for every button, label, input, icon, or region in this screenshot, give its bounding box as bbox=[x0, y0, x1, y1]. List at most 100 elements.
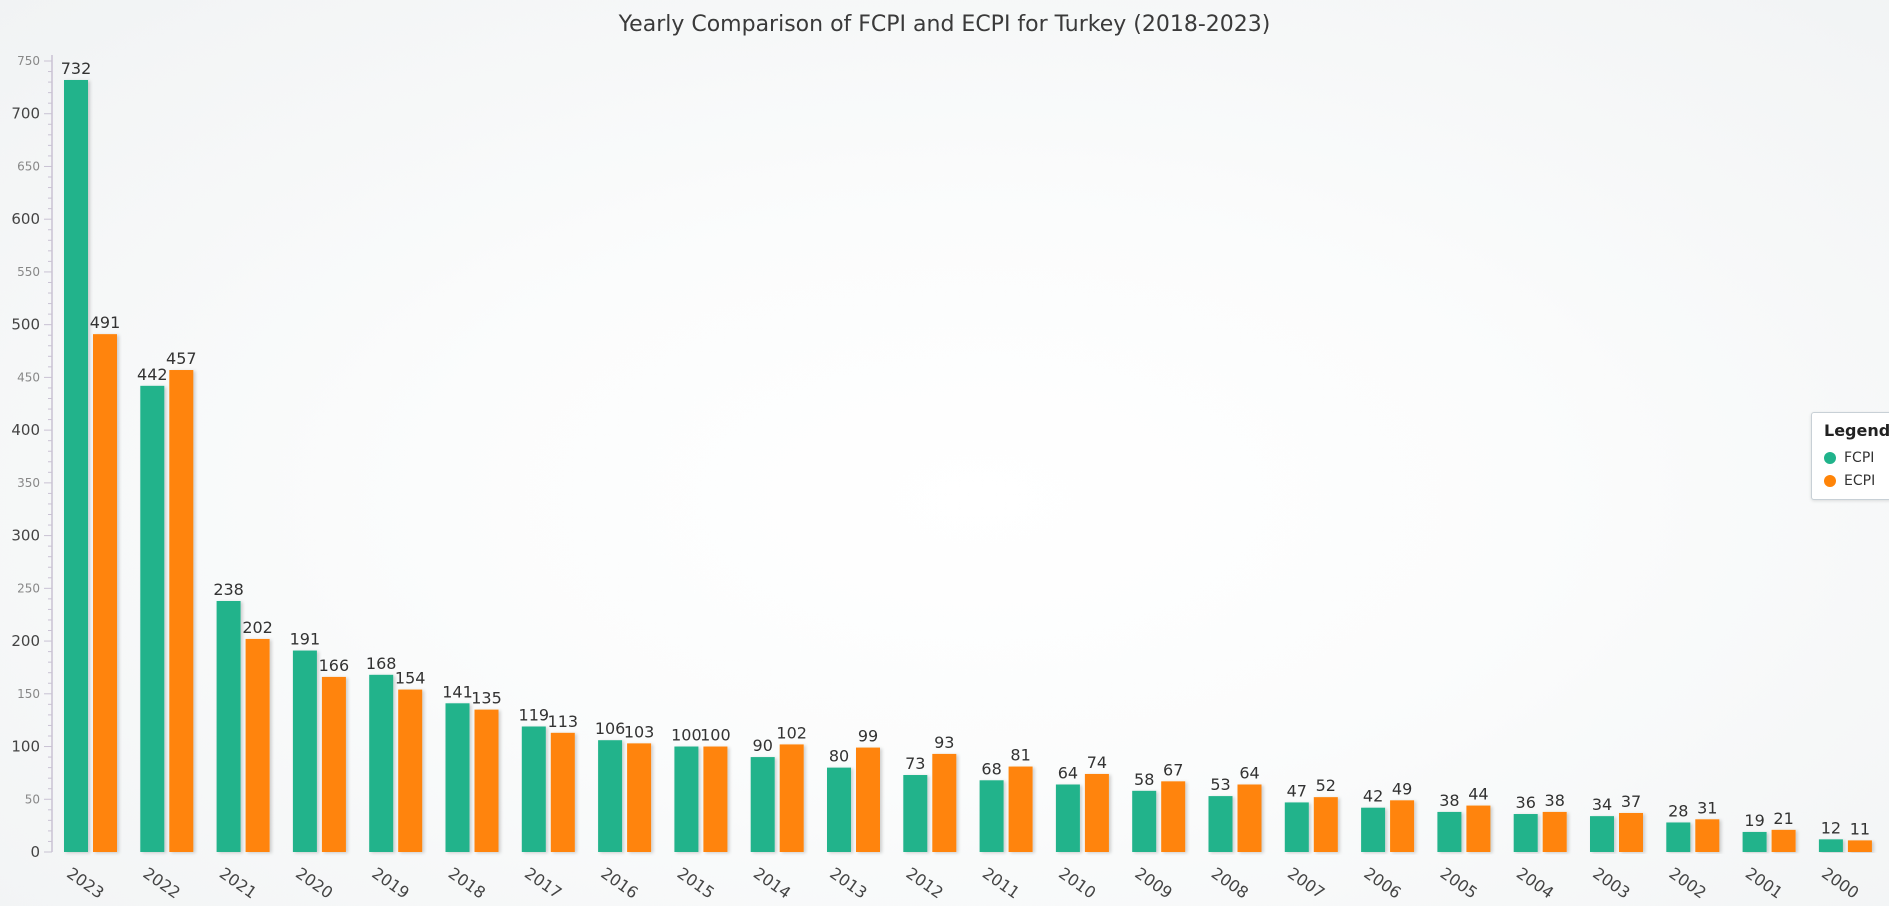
data-label-ecpi-2016: 103 bbox=[624, 722, 655, 741]
bar-ecpi-2005[interactable] bbox=[1466, 805, 1491, 852]
data-label-ecpi-2020: 166 bbox=[319, 656, 350, 675]
y-tick-label: 400 bbox=[11, 421, 40, 439]
bar-ecpi-2008[interactable] bbox=[1237, 784, 1262, 852]
bar-ecpi-2014[interactable] bbox=[779, 744, 804, 852]
bar-fcpi-2021[interactable] bbox=[216, 600, 241, 852]
legend-item-fcpi[interactable]: FCPI bbox=[1824, 446, 1889, 469]
bar-ecpi-2001[interactable] bbox=[1771, 829, 1796, 852]
bar-fcpi-2001[interactable] bbox=[1742, 831, 1767, 852]
bar-fcpi-2019[interactable] bbox=[369, 674, 394, 852]
legend-item-ecpi[interactable]: ECPI bbox=[1824, 469, 1889, 492]
y-tick-label: 200 bbox=[11, 632, 40, 650]
bar-ecpi-2009[interactable] bbox=[1161, 781, 1186, 852]
y-tick-label: 350 bbox=[17, 476, 40, 490]
data-label-fcpi-2023: 732 bbox=[61, 59, 92, 78]
x-tick-label-2010: 2010 bbox=[1055, 864, 1099, 903]
bar-ecpi-2004[interactable] bbox=[1542, 811, 1567, 852]
bar-ecpi-2015[interactable] bbox=[703, 746, 728, 852]
data-label-ecpi-2018: 135 bbox=[471, 689, 502, 708]
data-label-fcpi-2004: 36 bbox=[1516, 793, 1536, 812]
data-label-ecpi-2012: 93 bbox=[934, 733, 954, 752]
bar-ecpi-2018[interactable] bbox=[474, 709, 499, 852]
x-tick-label-2008: 2008 bbox=[1208, 864, 1252, 903]
bar-ecpi-2013[interactable] bbox=[856, 747, 880, 852]
data-label-fcpi-2013: 80 bbox=[829, 747, 849, 766]
legend-label-fcpi: FCPI bbox=[1844, 449, 1875, 466]
bar-ecpi-2017[interactable] bbox=[550, 732, 575, 852]
bar-fcpi-2012[interactable] bbox=[903, 775, 928, 852]
bar-ecpi-2019[interactable] bbox=[398, 689, 423, 852]
bar-fcpi-2000[interactable] bbox=[1818, 839, 1843, 852]
legend-title: Legend bbox=[1824, 421, 1889, 440]
data-label-ecpi-2002: 31 bbox=[1697, 798, 1717, 817]
data-label-fcpi-2010: 64 bbox=[1058, 764, 1078, 783]
y-tick-label: 150 bbox=[17, 687, 40, 701]
bar-fcpi-2013[interactable] bbox=[827, 767, 851, 852]
bar-ecpi-2010[interactable] bbox=[1084, 773, 1109, 852]
bar-ecpi-2022[interactable] bbox=[169, 370, 194, 852]
x-tick-label-2014: 2014 bbox=[750, 864, 794, 903]
data-label-ecpi-2005: 44 bbox=[1468, 785, 1488, 804]
bar-ecpi-2002[interactable] bbox=[1695, 819, 1720, 852]
bar-fcpi-2023[interactable] bbox=[64, 79, 88, 852]
x-tick-label-2006: 2006 bbox=[1360, 864, 1404, 903]
data-label-fcpi-2001: 19 bbox=[1744, 811, 1764, 830]
bar-fcpi-2016[interactable] bbox=[598, 740, 623, 852]
y-tick-label: 50 bbox=[25, 792, 40, 806]
bar-ecpi-2020[interactable] bbox=[321, 676, 346, 852]
y-axis: 0 50 100 150 200 250 300 350 400 450 500 550 600 650 7… bbox=[11, 54, 53, 861]
bar-ecpi-2011[interactable] bbox=[1008, 766, 1033, 852]
bar-ecpi-2003[interactable] bbox=[1619, 812, 1643, 852]
bar-fcpi-2005[interactable] bbox=[1437, 811, 1462, 852]
data-label-ecpi-2017: 113 bbox=[548, 712, 579, 731]
bar-fcpi-2020[interactable] bbox=[292, 650, 317, 852]
bar-ecpi-2000[interactable] bbox=[1847, 840, 1872, 852]
bar-fcpi-2006[interactable] bbox=[1361, 807, 1386, 852]
data-label-ecpi-2022: 457 bbox=[166, 349, 197, 368]
bar-fcpi-2022[interactable] bbox=[140, 385, 165, 852]
bar-fcpi-2015[interactable] bbox=[674, 746, 699, 852]
bar-ecpi-2023[interactable] bbox=[93, 334, 117, 852]
bar-fcpi-2018[interactable] bbox=[445, 703, 470, 852]
data-label-ecpi-2021: 202 bbox=[242, 618, 273, 637]
bar-fcpi-2011[interactable] bbox=[979, 780, 1004, 852]
bar-ecpi-2016[interactable] bbox=[627, 743, 652, 852]
data-label-fcpi-2019: 168 bbox=[366, 654, 397, 673]
bar-ecpi-2021[interactable] bbox=[245, 638, 270, 852]
bar-fcpi-2009[interactable] bbox=[1132, 790, 1157, 852]
data-label-fcpi-2011: 68 bbox=[981, 759, 1001, 778]
bar-fcpi-2008[interactable] bbox=[1208, 796, 1233, 852]
data-label-fcpi-2008: 53 bbox=[1210, 775, 1230, 794]
data-label-fcpi-2003: 34 bbox=[1592, 795, 1612, 814]
y-tick-label: 250 bbox=[17, 581, 40, 595]
data-label-ecpi-2001: 21 bbox=[1773, 809, 1793, 828]
bar-fcpi-2014[interactable] bbox=[750, 757, 775, 852]
x-axis-labels: 2023 2022 2021 2020 2019 2018 2017 2016 2015 2014… bbox=[63, 864, 1862, 903]
data-label-ecpi-2000: 11 bbox=[1850, 819, 1870, 838]
data-label-fcpi-2016: 106 bbox=[595, 719, 626, 738]
data-label-fcpi-2017: 119 bbox=[519, 705, 550, 724]
x-tick-label-2019: 2019 bbox=[369, 864, 413, 903]
x-tick-label-2015: 2015 bbox=[674, 864, 718, 903]
data-label-fcpi-2015: 100 bbox=[671, 726, 702, 745]
data-label-fcpi-2009: 58 bbox=[1134, 770, 1154, 789]
data-label-fcpi-2002: 28 bbox=[1668, 801, 1688, 820]
bar-fcpi-2004[interactable] bbox=[1513, 814, 1538, 852]
x-tick-label-2003: 2003 bbox=[1589, 864, 1633, 903]
bar-ecpi-2006[interactable] bbox=[1390, 800, 1415, 852]
bar-fcpi-2017[interactable] bbox=[521, 726, 546, 852]
bars bbox=[64, 79, 1872, 852]
x-tick-label-2020: 2020 bbox=[292, 864, 336, 903]
bar-ecpi-2012[interactable] bbox=[932, 753, 957, 852]
data-label-ecpi-2004: 38 bbox=[1545, 791, 1565, 810]
data-label-fcpi-2000: 12 bbox=[1821, 818, 1841, 837]
bar-ecpi-2007[interactable] bbox=[1313, 797, 1338, 852]
bar-fcpi-2003[interactable] bbox=[1590, 816, 1614, 852]
bar-fcpi-2002[interactable] bbox=[1666, 822, 1691, 852]
bar-fcpi-2007[interactable] bbox=[1284, 802, 1309, 852]
bar-fcpi-2010[interactable] bbox=[1055, 784, 1080, 852]
x-tick-label-2009: 2009 bbox=[1132, 864, 1176, 903]
y-tick-label: 0 bbox=[30, 843, 40, 861]
